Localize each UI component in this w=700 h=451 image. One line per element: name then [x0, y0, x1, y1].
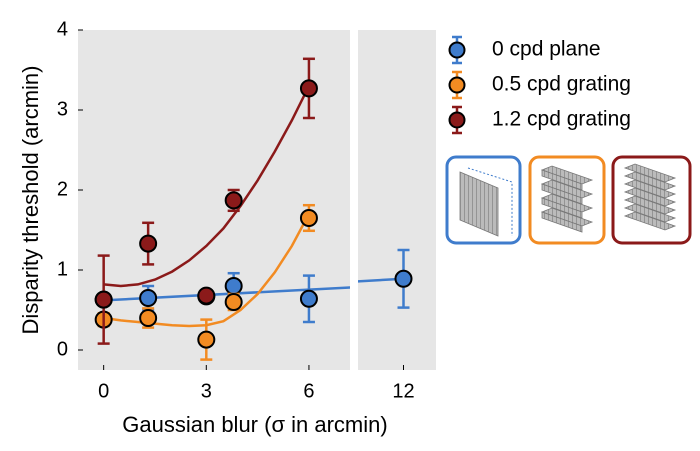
legend-marker: [448, 41, 466, 59]
icon-grating: [540, 165, 594, 233]
marker: [299, 79, 318, 98]
marker: [394, 269, 413, 288]
y-axis-label: Disparity threshold (arcmin): [18, 66, 43, 335]
marker: [139, 309, 158, 327]
y-tick-label: 1: [57, 258, 68, 280]
icon-plane: [459, 171, 499, 237]
marker: [197, 286, 216, 305]
marker: [197, 330, 216, 349]
marker: [224, 277, 243, 295]
y-tick-label: 0: [57, 338, 68, 360]
y-tick-label: 4: [57, 18, 68, 40]
marker: [94, 290, 113, 309]
legend-label: 1.2 cpd grating: [492, 108, 631, 131]
x-axis-label: Gaussian blur (σ in arcmin): [122, 412, 387, 437]
marker: [299, 289, 318, 308]
marker: [224, 293, 243, 311]
fit-line: [103, 85, 311, 288]
legend-label: 0 cpd plane: [492, 38, 601, 61]
x-tick-label: 0: [98, 380, 109, 402]
marker: [139, 289, 158, 307]
marker: [224, 191, 243, 210]
marker: [299, 209, 318, 227]
marker: [139, 234, 158, 253]
legend-marker: [448, 76, 466, 94]
legend-marker: [448, 111, 466, 129]
plot-area: [358, 30, 436, 370]
stimulus-icons: [445, 155, 692, 245]
x-tick-label: 6: [303, 380, 314, 402]
legend-label: 0.5 cpd grating: [492, 73, 631, 96]
x-tick-label: 12: [392, 380, 414, 402]
x-tick-label: 3: [201, 380, 212, 402]
y-tick-label: 2: [57, 178, 68, 200]
y-tick-label: 3: [57, 98, 68, 120]
icon-grating: [623, 163, 677, 231]
